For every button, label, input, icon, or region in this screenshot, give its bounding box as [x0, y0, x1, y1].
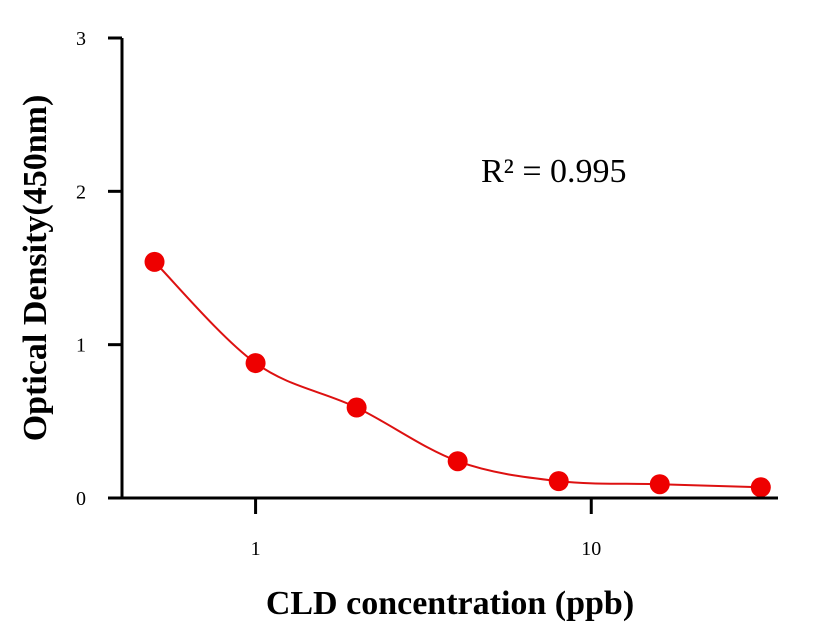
data-point-3 — [447, 451, 468, 472]
y-tick-label-0: 0 — [76, 488, 86, 510]
y-ticks-layer: 0 1 2 3 — [76, 28, 122, 510]
x-tick-label-1: 10 — [581, 538, 601, 560]
x-axis-title: CLD concentration (ppb) — [266, 585, 634, 622]
data-point-2 — [346, 397, 367, 418]
data-point-0 — [144, 251, 165, 272]
data-point-1 — [245, 353, 266, 374]
y-tick-label-1: 1 — [76, 335, 86, 357]
y-tick-label-2: 2 — [76, 181, 86, 203]
y-tick-label-3: 3 — [76, 28, 86, 50]
data-point-5 — [649, 474, 670, 495]
data-points-layer — [144, 251, 771, 498]
r-squared-annotation: R² = 0.995 — [481, 153, 627, 190]
data-point-6 — [750, 477, 771, 498]
x-tick-label-0: 1 — [251, 538, 261, 560]
y-axis-title: Optical Density(450nm) — [17, 95, 54, 442]
x-ticks-layer: 1 10 — [251, 498, 601, 560]
data-point-4 — [548, 471, 569, 492]
